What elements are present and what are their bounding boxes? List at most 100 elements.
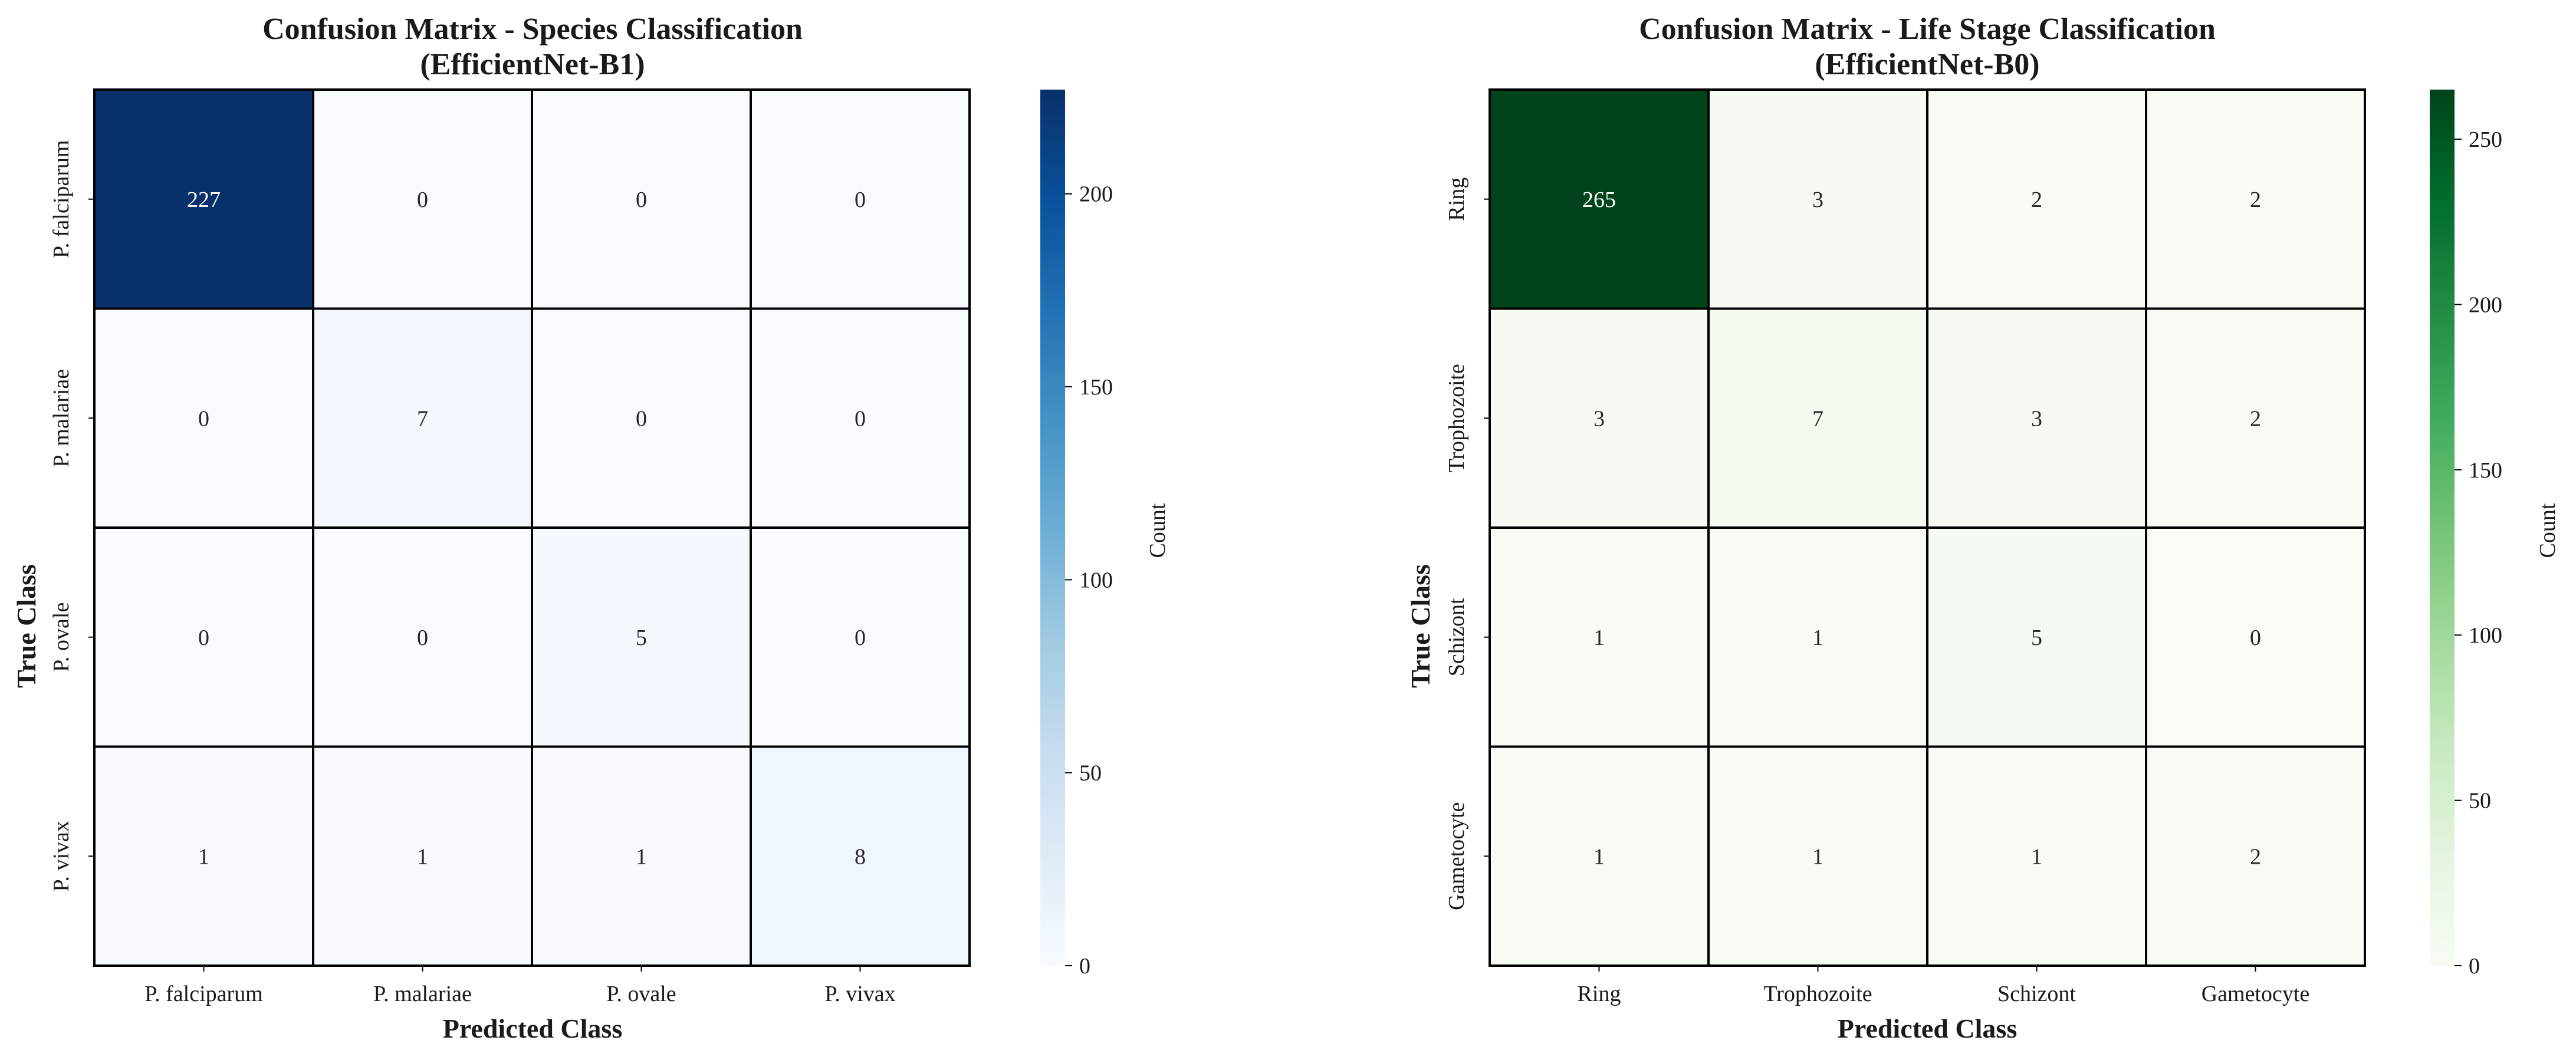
colorbar-tick-label: 150 [1079,375,1113,400]
y-tick-label: P. falciparum [49,140,74,258]
x-tick-label: P. vivax [824,982,895,1006]
cell-value-label: 0 [2250,626,2261,650]
life-stage-confusion-matrix: Confusion Matrix - Life Stage Classifica… [1405,12,2560,1043]
heatmap-cell [93,307,314,529]
cell-value-label: 2 [2250,187,2261,212]
cell-value-label: 1 [417,844,428,869]
heatmap-cell [1707,526,1928,748]
heatmap-cell [2145,526,2366,748]
chart-subtitle: (EfficientNet-B1) [420,48,645,81]
cell-value-label: 1 [1812,626,1823,650]
heatmap-cell [1926,307,2147,529]
cell-value-label: 227 [187,187,221,212]
heatmap-cell [93,88,314,310]
colorbar-tick-label: 200 [1079,182,1113,207]
cell-value-label: 7 [417,406,428,431]
chart-title: Confusion Matrix - Species Classificatio… [262,12,803,46]
heatmap-cell [750,745,971,967]
y-tick-label: P. vivax [49,821,74,891]
cell-value-label: 3 [2031,406,2042,431]
y-axis-label: True Class [11,564,41,688]
x-tick-label: P. malariae [373,982,472,1006]
cell-value-label: 1 [1593,844,1605,869]
colorbar-label: Count [2535,503,2560,558]
x-tick-label: P. ovale [606,982,676,1006]
heatmap-cells: 265 3 2 2 3 7 3 2 1 1 5 0 1 1 1 2 [1489,88,2366,967]
cell-value-label: 1 [2031,844,2042,869]
cell-value-label: 0 [417,626,428,650]
colorbar-tick-label: 100 [1079,568,1113,592]
colorbar-tick-label: 100 [2469,623,2502,648]
colorbar: 0 50 100 150 200 [1040,90,1113,979]
heatmap-cell [312,745,533,967]
heatmap-cell [312,526,533,748]
cell-value-label: 265 [1582,187,1616,212]
heatmap-cell [312,307,533,529]
cell-value-label: 3 [1812,187,1823,212]
cell-value-label: 5 [636,626,647,650]
heatmap-cell [2145,745,2366,967]
x-axis-label: Predicted Class [443,1013,623,1043]
colorbar-gradient [2430,90,2455,966]
cell-value-label: 0 [855,406,866,431]
colorbar-tick-label: 250 [2469,127,2502,152]
colorbar-gradient [1040,90,1065,966]
heatmap-cell [750,307,971,529]
y-tick-label: Trophozoite [1444,364,1469,472]
cell-value-label: 2 [2031,187,2042,212]
cell-value-label: 2 [2250,844,2261,869]
heatmap-cell [1926,526,2147,748]
colorbar-tick-label: 0 [1079,954,1090,979]
y-tick-label: Gametocyte [1444,802,1469,910]
cell-value-label: 0 [198,626,209,650]
heatmap-cell [93,745,314,967]
colorbar-tick-label: 150 [2469,458,2502,483]
cell-value-label: 1 [198,844,209,869]
colorbar-label: Count [1145,503,1170,558]
y-axis-label: True Class [1405,564,1435,688]
cell-value-label: 0 [417,187,428,212]
x-tick-label: P. falciparum [144,982,263,1006]
x-tick-label: Trophozoite [1763,982,1872,1006]
cell-value-label: 0 [636,187,647,212]
heatmap-cell [750,88,971,310]
cell-value-label: 0 [198,406,209,431]
x-tick-label: Ring [1578,982,1621,1006]
cell-value-label: 7 [1812,406,1823,431]
y-tick-label: Ring [1444,177,1469,221]
y-tick-labels: Ring Trophozoite Schizont Gametocyte [1444,177,1490,910]
heatmap-cell [2145,88,2366,310]
colorbar-tick-label: 50 [1079,761,1102,786]
heatmap-cell [1489,526,1710,748]
colorbar-tick-label: 200 [2469,292,2502,317]
heatmap-cells: 227 0 0 0 0 7 0 0 0 0 5 0 1 1 1 8 [93,88,971,967]
heatmap-cell [1489,307,1710,529]
x-tick-labels: Ring Trophozoite Schizont Gametocyte [1578,966,2309,1006]
heatmap-cell [312,88,533,310]
y-tick-label: P. ovale [49,603,74,672]
heatmap-border [1489,88,2366,967]
y-tick-label: P. malariae [49,369,74,468]
colorbar-tick-label: 0 [2469,954,2480,979]
cell-value-label: 0 [855,187,866,212]
heatmap-cell [750,526,971,748]
x-tick-labels: P. falciparum P. malariae P. ovale P. vivax [144,966,896,1006]
y-tick-labels: P. falciparum P. malariae P. ovale P. vivax [49,140,94,891]
cell-value-label: 5 [2031,626,2042,650]
cell-value-label: 8 [855,844,866,869]
chart-title: Confusion Matrix - Life Stage Classifica… [1639,12,2216,46]
x-axis-label: Predicted Class [1838,1013,2018,1043]
colorbar: 0 50 100 150 200 250 [2430,90,2502,979]
cell-value-label: 1 [1812,844,1823,869]
heatmap-cell [1489,745,1710,967]
cell-value-label: 0 [636,406,647,431]
colorbar-tick-label: 50 [2469,789,2491,814]
x-tick-label: Schizont [1997,982,2076,1006]
heatmap-cell [1926,88,2147,310]
species-confusion-matrix: Confusion Matrix - Species Classificatio… [11,12,1170,1043]
heatmap-cell [2145,307,2366,529]
cell-value-label: 1 [1593,626,1605,650]
y-tick-label: Schizont [1444,598,1469,676]
cell-value-label: 3 [1593,406,1605,431]
